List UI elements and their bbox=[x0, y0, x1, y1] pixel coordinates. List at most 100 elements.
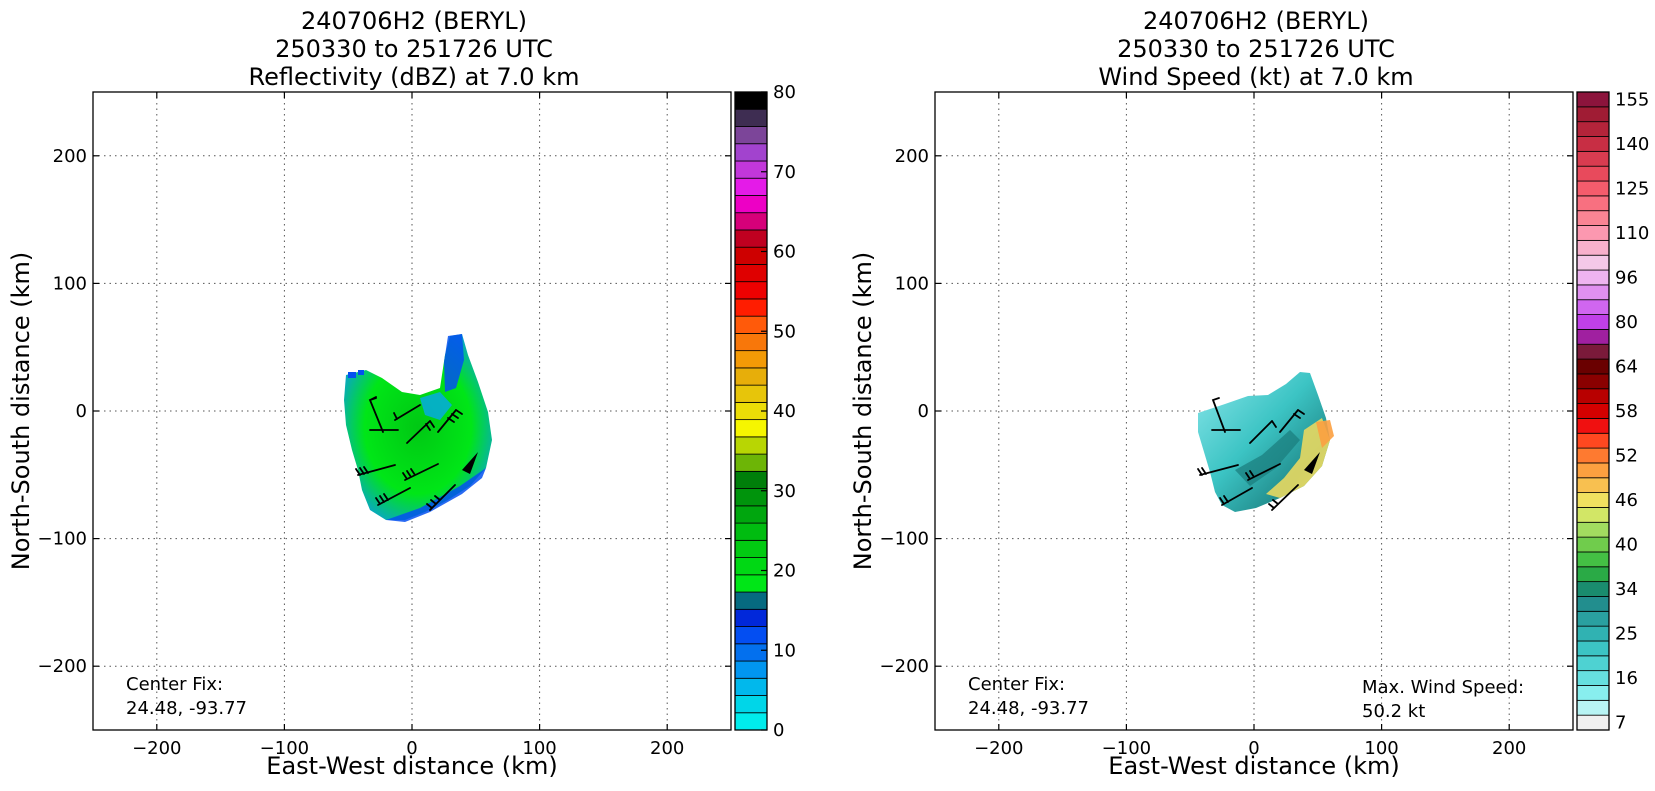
windspeed-colorbar-segment bbox=[1576, 254, 1610, 271]
windspeed-x-tick-label: 200 bbox=[1492, 738, 1526, 759]
reflectivity-colorbar-segment bbox=[734, 643, 768, 662]
wind-barb bbox=[402, 463, 439, 481]
reflectivity-colorbar-tick-label: 80 bbox=[773, 82, 796, 103]
windspeed-colorbar-segment bbox=[1576, 239, 1610, 256]
wind-barb bbox=[437, 409, 463, 433]
windspeed-axes-ticks: −200 −100 0 100 200 −200 −100 0 100 200 bbox=[880, 92, 1573, 759]
reflectivity-axes-ticks: −200 −100 0 100 200 −200 −100 0 100 200 bbox=[38, 92, 731, 759]
reflectivity-colorbar-segment bbox=[734, 522, 768, 541]
windspeed-colorbar-segment bbox=[1576, 403, 1610, 419]
reflectivity-colorbar-segment bbox=[734, 436, 768, 455]
wind-barb bbox=[368, 396, 384, 433]
reflectivity-x-tick-label: −100 bbox=[260, 738, 309, 759]
reflectivity-colorbar-tick-label: 30 bbox=[773, 481, 796, 502]
windspeed-y-axis-label: North-South distance (km) bbox=[849, 252, 877, 571]
windspeed-colorbar-segment bbox=[1576, 581, 1610, 597]
reflectivity-colorbar-segment bbox=[734, 453, 768, 472]
reflectivity-speck bbox=[358, 370, 364, 375]
windspeed-colorbar-segment bbox=[1576, 714, 1610, 731]
windspeed-x-tick-label: −200 bbox=[974, 738, 1023, 759]
reflectivity-colorbar-segment bbox=[734, 695, 768, 714]
reflectivity-colorbar-segment bbox=[734, 126, 768, 145]
windspeed-colorbar-tick-label: 25 bbox=[1615, 624, 1638, 645]
reflectivity-colorbar-segment bbox=[734, 608, 768, 627]
reflectivity-colorbar-segment bbox=[734, 143, 768, 162]
reflectivity-colorbar-segment bbox=[734, 350, 768, 369]
wind-barb bbox=[375, 487, 411, 506]
wind-barb bbox=[1245, 463, 1281, 481]
windspeed-wind-barbs bbox=[1197, 397, 1320, 511]
windspeed-colorbar-segment bbox=[1576, 566, 1610, 583]
windspeed-colorbar-segment bbox=[1576, 492, 1610, 508]
reflectivity-colorbar-segment bbox=[734, 212, 768, 231]
windspeed-colorbar-tick-label: 46 bbox=[1615, 490, 1638, 511]
reflectivity-title-line-1: 240706H2 (BERYL) bbox=[301, 7, 527, 35]
reflectivity-center-fix-value: 24.48, -93.77 bbox=[126, 698, 247, 719]
windspeed-colorbar-segment bbox=[1576, 507, 1610, 523]
windspeed-colorbar-segment bbox=[1576, 596, 1610, 612]
windspeed-colorbar-segment bbox=[1576, 477, 1610, 494]
reflectivity-colorbar-segment bbox=[734, 677, 768, 696]
windspeed-colorbar-segment bbox=[1576, 655, 1610, 672]
windspeed-colorbar-segment bbox=[1576, 225, 1610, 241]
wind-barb bbox=[426, 484, 456, 511]
windspeed-x-tick-label: −100 bbox=[1102, 738, 1151, 759]
wind-barb bbox=[406, 420, 435, 444]
reflectivity-colorbar-segment bbox=[734, 246, 768, 265]
windspeed-y-tick-label: −100 bbox=[880, 529, 929, 550]
reflectivity-colorbar-tick-label: 70 bbox=[773, 162, 796, 183]
wind-barb bbox=[1304, 452, 1320, 474]
reflectivity-colorbar-tick-label: 0 bbox=[773, 720, 784, 741]
reflectivity-colorbar-segment bbox=[734, 333, 768, 352]
windspeed-colorbar-segment bbox=[1576, 165, 1610, 182]
windspeed-field bbox=[1198, 372, 1334, 512]
reflectivity-title-line-3: Reflectivity (dBZ) at 7.0 km bbox=[249, 63, 580, 91]
reflectivity-weak-echo-patch bbox=[420, 392, 452, 420]
windspeed-y-tick-label: −200 bbox=[880, 656, 929, 677]
reflectivity-echo-region bbox=[344, 334, 492, 520]
windspeed-colorbar-segment bbox=[1576, 685, 1610, 701]
reflectivity-colorbar-segment bbox=[734, 470, 768, 489]
windspeed-title-line-2: 250330 to 251726 UTC bbox=[1117, 35, 1395, 63]
windspeed-colorbar-segment bbox=[1576, 269, 1610, 286]
windspeed-colorbar-tick-label: 125 bbox=[1615, 178, 1649, 199]
reflectivity-speck bbox=[348, 372, 356, 378]
reflectivity-colorbar-tick-label: 40 bbox=[773, 401, 796, 422]
windspeed-colorbar-segment bbox=[1576, 388, 1610, 404]
reflectivity-colorbar-segment bbox=[734, 626, 768, 645]
windspeed-colorbar-tick-label: 34 bbox=[1615, 579, 1638, 600]
wind-barb bbox=[393, 404, 421, 421]
windspeed-colorbar-segment bbox=[1576, 328, 1610, 345]
windspeed-colorbar-segment bbox=[1576, 432, 1610, 449]
reflectivity-y-tick-label: −200 bbox=[38, 656, 87, 677]
reflectivity-colorbar-segment bbox=[734, 229, 768, 248]
wind-barb bbox=[1219, 487, 1253, 506]
windspeed-center-fix-value: 24.48, -93.77 bbox=[968, 698, 1089, 719]
windspeed-y-tick-label: 0 bbox=[918, 401, 929, 422]
windspeed-x-tick-label: 100 bbox=[1364, 738, 1398, 759]
windspeed-colorbar-segment bbox=[1576, 462, 1610, 479]
reflectivity-colorbar-segment bbox=[734, 91, 768, 110]
windspeed-colorbar-tick-label: 7 bbox=[1615, 713, 1626, 734]
windspeed-colorbar-tick-label: 155 bbox=[1615, 89, 1649, 110]
windspeed-colorbar-segment bbox=[1576, 136, 1610, 152]
windspeed-colorbar-segment bbox=[1576, 358, 1610, 375]
windspeed-center-fix-label: Center Fix: bbox=[968, 674, 1065, 695]
reflectivity-x-tick-label: 0 bbox=[406, 738, 417, 759]
windspeed-x-axis-label: East-West distance (km) bbox=[1108, 752, 1399, 780]
reflectivity-center-fix-label: Center Fix: bbox=[126, 674, 223, 695]
reflectivity-y-axis-label: North-South distance (km) bbox=[7, 252, 35, 571]
windspeed-colorbar-segment bbox=[1576, 551, 1610, 568]
windspeed-colorbar-segment bbox=[1576, 536, 1610, 553]
reflectivity-y-tick-label: −100 bbox=[38, 529, 87, 550]
reflectivity-colorbar-segment bbox=[734, 419, 768, 438]
max-wind-speed-label: Max. Wind Speed: bbox=[1362, 677, 1524, 698]
windspeed-max-wind-core bbox=[1316, 420, 1334, 448]
windspeed-colorbar-segment bbox=[1576, 195, 1610, 212]
reflectivity-x-tick-label: −200 bbox=[132, 738, 181, 759]
windspeed-colorbar-tick-label: 64 bbox=[1615, 356, 1638, 377]
windspeed-colorbar-tick-label: 140 bbox=[1615, 134, 1649, 155]
windspeed-colorbar-tick-label: 16 bbox=[1615, 668, 1638, 689]
reflectivity-colorbar-segment bbox=[734, 195, 768, 214]
windspeed-colorbar-segment bbox=[1576, 625, 1610, 642]
